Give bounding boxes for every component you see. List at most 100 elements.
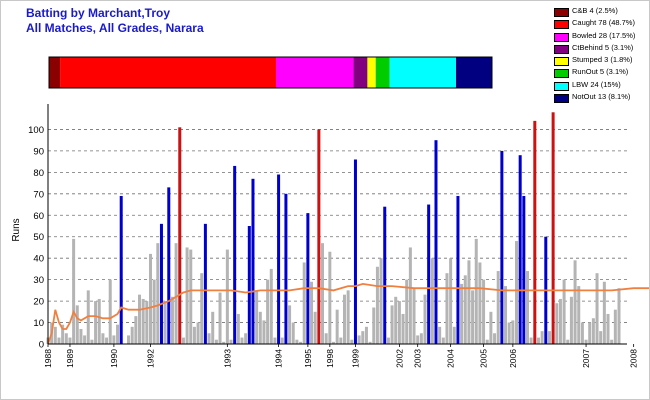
dismissal-segment-cb <box>49 57 61 88</box>
innings-bar <box>331 341 336 344</box>
legend-swatch-cb <box>554 8 569 17</box>
innings-bar <box>394 296 398 344</box>
x-tick-label: 1999 <box>351 349 361 368</box>
innings-bar <box>141 298 145 344</box>
x-tick-label: 2004 <box>446 349 456 368</box>
innings-bar <box>342 294 346 344</box>
innings-bar <box>181 337 185 344</box>
chart-title: Batting by Marchant,Troy <box>26 6 171 20</box>
grid-lines <box>48 129 627 323</box>
legend-label-caught: Caught 78 (48.7%) <box>572 18 635 28</box>
innings-bar <box>555 303 559 344</box>
innings-bar <box>372 307 376 344</box>
innings-bar <box>558 298 562 344</box>
innings-bar <box>602 281 606 344</box>
innings-bar <box>174 243 178 344</box>
innings-bar <box>225 249 229 344</box>
innings-bar <box>339 337 343 344</box>
innings-bar <box>64 333 68 344</box>
innings-bar <box>412 288 416 344</box>
dismissal-segment-notout <box>456 57 492 88</box>
dismissal-segment-stumped <box>367 57 376 88</box>
innings-bar <box>105 337 109 344</box>
innings-bar <box>478 262 482 344</box>
innings-bar <box>207 333 211 344</box>
y-tick-label: 30 <box>33 275 44 286</box>
innings-bar <box>240 337 244 344</box>
innings-bar <box>335 309 339 344</box>
innings-bar <box>291 322 295 344</box>
innings-bar <box>562 279 566 344</box>
innings-bar <box>156 243 160 344</box>
innings-bar <box>167 187 171 344</box>
legend-swatch-caught <box>554 20 569 30</box>
innings-bar <box>236 313 240 344</box>
innings-bar <box>310 281 314 344</box>
dismissal-bar-outline <box>48 56 493 89</box>
innings-bar <box>375 266 379 344</box>
innings-bar <box>383 206 387 344</box>
innings-bar <box>577 286 581 344</box>
innings-bar <box>145 301 149 344</box>
innings-bar <box>397 301 401 344</box>
innings-bar <box>569 296 573 344</box>
legend-label-stumped: Stumped 3 (1.8%) <box>572 55 633 65</box>
innings-bar <box>452 326 456 344</box>
innings-bar <box>507 322 511 344</box>
innings-bar <box>266 279 270 344</box>
innings-bar <box>222 341 226 344</box>
innings-bar <box>127 335 131 344</box>
innings-bar <box>496 271 500 344</box>
innings-bar <box>441 337 445 344</box>
innings-bar <box>273 337 277 344</box>
innings-bar <box>511 320 515 344</box>
innings-bar <box>430 258 434 344</box>
innings-bar <box>288 305 292 344</box>
innings-bar <box>284 193 288 344</box>
legend-item-lbw: LBW 24 (15%) <box>552 80 648 92</box>
innings-bar <box>321 243 325 344</box>
innings-bar <box>500 150 504 344</box>
innings-bar <box>203 223 207 344</box>
x-tick-label: 1993 <box>222 349 232 368</box>
innings-bar <box>72 238 76 344</box>
innings-bar <box>504 286 508 344</box>
dismissal-segment-caught <box>60 57 277 88</box>
legend-swatch-bowled <box>554 32 569 42</box>
innings-bar <box>170 296 174 344</box>
x-tick-label: 2008 <box>629 349 639 368</box>
innings-bar <box>134 316 138 344</box>
y-tick-label: 20 <box>33 297 44 308</box>
legend-label-ctbehind: CtBehind 5 (3.1%) <box>572 42 634 52</box>
innings-bar <box>108 279 112 344</box>
innings-bar <box>196 322 200 344</box>
dismissal-segment-lbw <box>389 57 457 88</box>
innings-bar <box>580 322 584 344</box>
innings-bar <box>138 294 142 344</box>
innings-bar <box>130 326 134 344</box>
innings-bar <box>547 331 551 344</box>
innings-bar <box>456 195 460 344</box>
innings-bar <box>368 341 372 344</box>
innings-bar <box>86 290 90 344</box>
innings-bar <box>94 301 98 344</box>
x-tick-label: 1992 <box>146 349 156 368</box>
legend-item-ctbehind: CtBehind 5 (3.1%) <box>552 43 648 55</box>
x-tick-label: 1989 <box>65 349 75 368</box>
innings-bar <box>152 279 156 344</box>
innings-bar <box>357 335 361 344</box>
innings-bar <box>540 331 544 344</box>
y-tick-label: 50 <box>33 232 44 243</box>
innings-bar <box>518 155 522 344</box>
innings-bar <box>57 337 61 344</box>
legend-swatch-lbw <box>554 81 569 91</box>
innings-bar <box>353 159 357 344</box>
x-tick-label: 2003 <box>413 349 423 368</box>
x-tick-label: 1988 <box>43 349 53 368</box>
batting-average-line <box>47 282 649 345</box>
dismissal-segment-bowled <box>276 57 354 88</box>
innings-bar <box>148 253 152 344</box>
innings-bar <box>566 339 570 344</box>
innings-bar <box>90 339 94 344</box>
legend-label-notout: NotOut 13 (8.1%) <box>572 92 631 102</box>
